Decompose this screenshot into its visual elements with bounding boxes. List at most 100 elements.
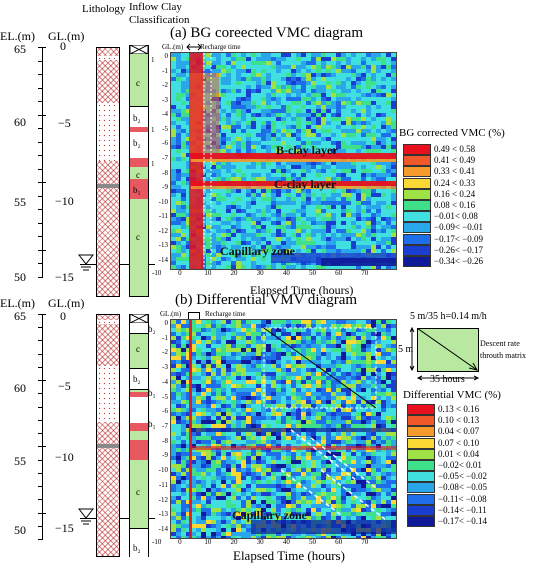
el-tick bbox=[38, 486, 43, 488]
clay-red-layer bbox=[130, 158, 148, 167]
legend-swatch bbox=[407, 426, 435, 438]
legend-swatch bbox=[407, 460, 435, 471]
el-tick bbox=[38, 380, 46, 382]
el-tick bbox=[38, 340, 43, 342]
legend-label: 0.24 < 0.33 bbox=[434, 177, 476, 188]
heatmap-a bbox=[170, 52, 397, 270]
el-tick-label: 60 bbox=[14, 381, 26, 395]
x-tick-label: 20 bbox=[230, 269, 238, 277]
y-tick-label: -8 bbox=[162, 168, 168, 177]
el-tick bbox=[38, 459, 43, 461]
clay-white-layer bbox=[130, 397, 148, 424]
x-tick-label: 20 bbox=[230, 538, 238, 546]
rate-desc-1: Descent rate bbox=[480, 339, 520, 348]
el-tick bbox=[38, 366, 43, 368]
clay-red-layer bbox=[130, 423, 148, 431]
el-tick bbox=[38, 419, 43, 421]
el-tick bbox=[38, 525, 43, 527]
gl-tick-label: −10 bbox=[55, 194, 74, 208]
legend-swatch bbox=[407, 493, 435, 505]
rate-desc-2: throuth matrix bbox=[480, 351, 526, 360]
y-tick-label: -13 bbox=[158, 241, 168, 250]
legend-label: −0.09< −0.01 bbox=[434, 222, 483, 233]
el-tick bbox=[38, 209, 43, 211]
x-tick-label: 60 bbox=[335, 538, 343, 546]
legend-label: 0.10 < 0.13 bbox=[438, 415, 480, 426]
el-tick bbox=[38, 446, 46, 448]
gl-tick-label: −10 bbox=[55, 450, 74, 464]
classification-header: Classification bbox=[129, 14, 190, 26]
y-tick-label: -1 bbox=[162, 66, 168, 75]
legend-label: −0.26< −0.17 bbox=[434, 244, 483, 255]
legend-item: −0.02< 0.01 bbox=[407, 459, 550, 471]
clay-label: c bbox=[136, 487, 140, 497]
inflow-header: Inflow Clay bbox=[129, 1, 182, 13]
el-tick-label: 55 bbox=[14, 454, 26, 468]
legend-swatch bbox=[403, 233, 431, 245]
legend-item: 0.24 < 0.33 bbox=[403, 177, 550, 189]
legend-item: 0.07 < 0.10 bbox=[407, 437, 550, 449]
y-tick-label: 0 bbox=[164, 52, 169, 60]
lithology-gray-layer bbox=[97, 444, 119, 448]
x-tick-label: 70 bbox=[361, 269, 369, 277]
rate-diagonal bbox=[417, 328, 479, 371]
el-tick bbox=[38, 168, 43, 170]
clay-white-layer bbox=[130, 323, 148, 334]
el-tick-label: 55 bbox=[14, 195, 26, 209]
legend-swatch bbox=[407, 404, 435, 415]
el-tick bbox=[38, 472, 43, 474]
gl-header-a: GL.(m) bbox=[48, 29, 85, 43]
legend-item: −0.17< −0.14 bbox=[407, 515, 550, 527]
x-axis-label-a: Elapsed Time (hours) bbox=[250, 283, 354, 297]
clay-red-layer bbox=[130, 127, 148, 132]
el-tick bbox=[38, 539, 43, 540]
y-tick-label: -5 bbox=[162, 124, 168, 133]
y-tick-label: -10 bbox=[158, 466, 168, 475]
clay-label: b₂ bbox=[133, 113, 141, 123]
legend-item: 0.41 < 0.49 bbox=[403, 154, 550, 167]
el-tick bbox=[38, 433, 43, 435]
plot-gl-label-b: GL.(m) bbox=[160, 310, 182, 318]
water-table-icon bbox=[78, 254, 94, 271]
legend-item: 0.10 < 0.13 bbox=[407, 414, 550, 427]
clay-red-layer bbox=[130, 392, 148, 397]
legend-swatch bbox=[403, 144, 431, 155]
legend-swatch bbox=[407, 448, 435, 460]
y-tick-label: -11 bbox=[158, 212, 168, 221]
y-tick-label: -9 bbox=[162, 183, 168, 192]
el-tick bbox=[38, 141, 43, 143]
y-tick-label: -8 bbox=[162, 436, 168, 445]
lithology-sand-layer bbox=[97, 320, 119, 324]
legend-label: 0.49 < 0.58 bbox=[434, 144, 476, 154]
x-tick-label: 10 bbox=[204, 269, 212, 277]
panel-a-title: (a) BG coreected VMC diagram bbox=[170, 25, 363, 41]
legend-item: −0.11< −0.08 bbox=[407, 493, 550, 505]
el-tick bbox=[38, 155, 43, 157]
x-tick-label: 70 bbox=[361, 538, 369, 546]
legend-item: −0.05< −0.02 bbox=[407, 470, 550, 483]
el-header-a: EL.(m) bbox=[0, 29, 35, 43]
legend-swatch bbox=[407, 482, 435, 494]
x-tick-label: 50 bbox=[308, 538, 316, 546]
y-tick-label: -11 bbox=[158, 480, 168, 489]
legend-a: 0.49 < 0.58 0.41 < 0.49 0.33 < 0.41 0.24 < … bbox=[403, 143, 550, 268]
el-tick-label: 65 bbox=[14, 42, 26, 56]
el-tick bbox=[38, 128, 43, 130]
y-tick-label: -13 bbox=[158, 510, 168, 519]
legend-label: −0.08< −0.05 bbox=[438, 482, 487, 493]
clay-label: b₁ bbox=[133, 185, 141, 195]
y-tick-label: -7 bbox=[162, 422, 168, 430]
y-tick-label: -4 bbox=[162, 377, 168, 386]
annotation-c-clay: C-clay layer bbox=[274, 177, 337, 191]
annotation-capillary-b: Capillary zone bbox=[232, 508, 307, 522]
y-tick-label: -14 bbox=[158, 256, 168, 264]
y-tick-label: -9 bbox=[162, 451, 168, 460]
legend-swatch bbox=[403, 177, 431, 189]
x-tick-label: -10 bbox=[152, 538, 162, 546]
lithology-column-b bbox=[96, 314, 120, 557]
y-tick-label: -7 bbox=[162, 154, 168, 162]
x-tick-label: 0 bbox=[178, 538, 182, 546]
x-tick-label: -10 bbox=[152, 269, 162, 277]
el-tick bbox=[38, 87, 43, 89]
legend-item: −0.01< 0.08 bbox=[403, 210, 550, 223]
